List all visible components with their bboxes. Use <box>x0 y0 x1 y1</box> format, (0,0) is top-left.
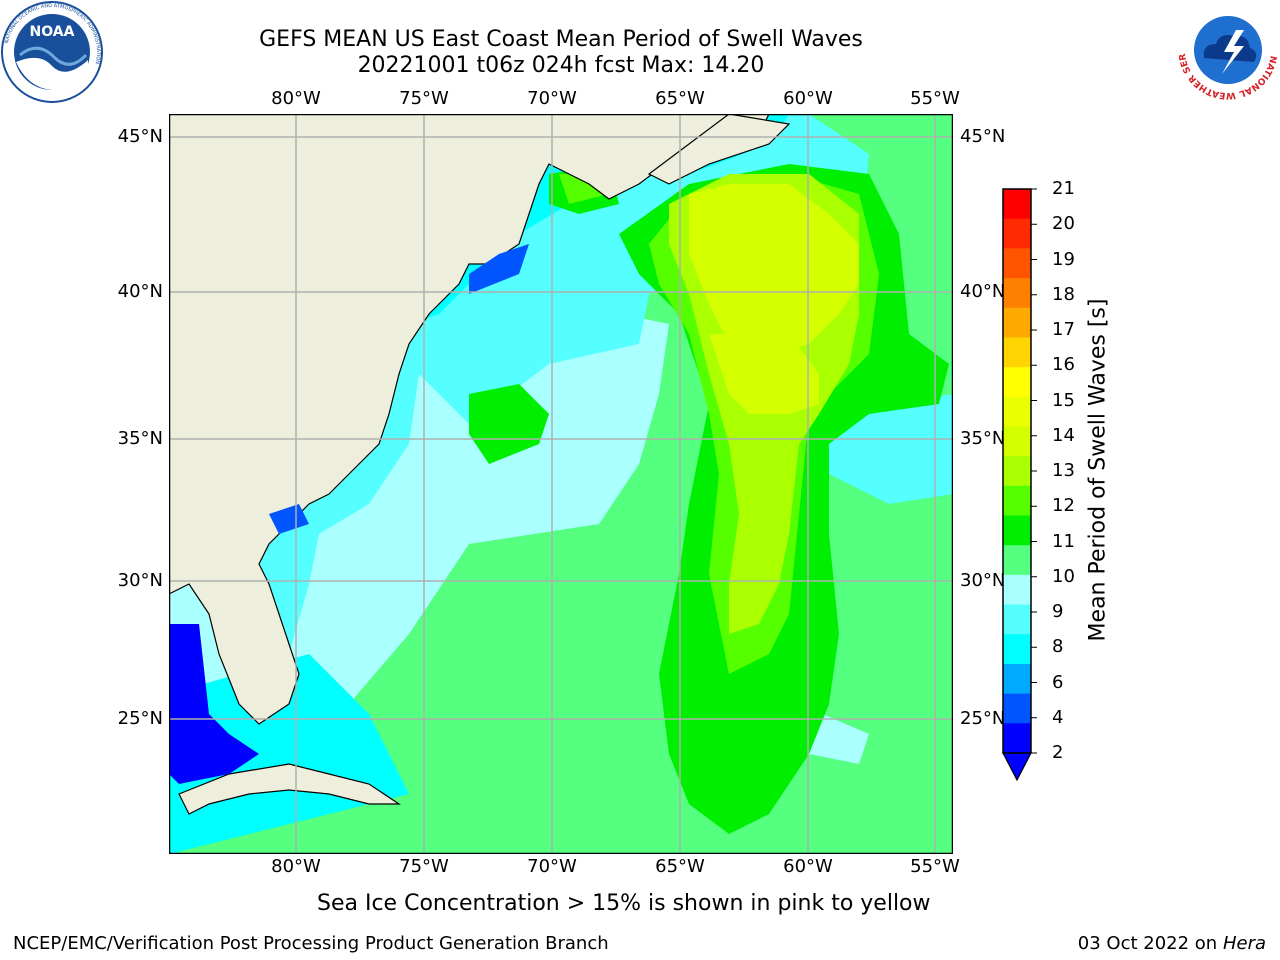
colorbar-cell <box>1003 545 1031 576</box>
land-cuba <box>178 763 401 815</box>
map-frame <box>169 114 953 854</box>
colorbar-tick-label: 2 <box>1052 742 1064 763</box>
lon-label-bottom: 80°W <box>271 856 321 877</box>
colorbar-tick-label: 10 <box>1052 565 1075 587</box>
lon-label-bottom: 65°W <box>655 856 705 877</box>
colorbar-tick-label: 8 <box>1052 636 1064 658</box>
land-nova-scotia <box>647 114 791 185</box>
colorbar-cell <box>1003 574 1031 606</box>
colorbar-cell <box>1003 485 1031 517</box>
colorbar-cell <box>1003 278 1031 309</box>
colorbar-cell <box>1003 367 1031 398</box>
swell-band-2-4-chesapeake <box>469 244 529 294</box>
lon-label-top: 70°W <box>527 88 577 109</box>
lat-label-right: 35°N <box>960 428 1006 449</box>
lon-label-top: 80°W <box>271 88 321 109</box>
chart-title: GEFS MEAN US East Coast Mean Period of S… <box>259 27 863 52</box>
graticule <box>169 114 953 854</box>
lon-label-bottom: 70°W <box>527 856 577 877</box>
colorbar-cell <box>1003 604 1031 635</box>
swell-band-13-14-south <box>709 334 819 414</box>
swell-band-13-14 <box>689 184 859 354</box>
lat-label-right: 30°N <box>960 570 1006 591</box>
footer-date-text: 03 Oct 2022 on <box>1077 933 1218 954</box>
colorbar-extend-arrow <box>1002 752 1032 782</box>
colorbar-cell <box>1003 634 1031 665</box>
colorbar-label: Mean Period of Swell Waves [s] <box>1085 298 1111 642</box>
footer-note: Sea Ice Concentration > 15% is shown in … <box>317 891 931 916</box>
footer-branch: NCEP/EMC/Verification Post Processing Pr… <box>13 933 609 954</box>
colorbar-tick-label: 14 <box>1052 424 1075 446</box>
colorbar-tick-label: 21 <box>1052 178 1075 199</box>
colorbar-cell <box>1003 307 1031 338</box>
colorbar-tick-label: 18 <box>1052 283 1075 305</box>
lon-label-bottom: 60°W <box>783 856 833 877</box>
colorbar-cell <box>1003 693 1031 724</box>
colorbar-tick-label: 20 <box>1052 213 1075 235</box>
lat-label-left: 40°N <box>117 281 163 302</box>
lon-label-top: 60°W <box>783 88 833 109</box>
colorbar-cell <box>1003 337 1031 368</box>
lat-label-right: 25°N <box>960 708 1006 729</box>
noaa-logo-text: NOAA <box>30 24 75 40</box>
lat-label-left: 25°N <box>117 708 163 729</box>
lat-label-right: 40°N <box>960 281 1006 302</box>
colorbar-cell <box>1003 456 1031 487</box>
swell-band-2-4-gulf <box>169 624 259 784</box>
land-us-east-coast <box>169 114 770 725</box>
colorbar-cell <box>1003 396 1031 427</box>
lon-label-top: 55°W <box>910 88 960 109</box>
colorbar-tick-label: 4 <box>1052 706 1064 728</box>
swell-band-6-8-east <box>829 394 953 504</box>
lon-label-bottom: 75°W <box>399 856 449 877</box>
colorbar-tick-label: 17 <box>1052 319 1075 340</box>
colorbar-tick-label: 13 <box>1052 460 1075 481</box>
colorbar-cell <box>1003 663 1031 695</box>
lon-label-top: 75°W <box>399 88 449 109</box>
chart-subtitle: 20221001 t06z 024h fcst Max: 14.20 <box>357 53 765 78</box>
colorbar-tick-label: 16 <box>1052 354 1075 376</box>
lon-label-bottom: 55°W <box>910 856 960 877</box>
lon-label-top: 65°W <box>655 88 705 109</box>
swell-band-4-6-south <box>169 654 409 854</box>
swell-band-2-4-georgia <box>269 504 309 534</box>
swell-band-10-11-island <box>469 384 549 464</box>
colorbar-cell <box>1003 189 1031 220</box>
footer-host: Hera <box>1222 933 1266 954</box>
swell-period-map <box>169 114 953 854</box>
colorbar-cell <box>1003 248 1031 279</box>
colorbar-tick-label: 6 <box>1052 671 1064 693</box>
lat-label-left: 30°N <box>117 570 163 591</box>
colorbar-cell <box>1003 426 1031 457</box>
footer-date: 03 Oct 2022 on Hera <box>1078 933 1266 954</box>
nws-logo: NATIONAL WEATHER SERVICE <box>1178 0 1278 100</box>
lat-label-left: 45°N <box>117 126 163 147</box>
colorbar-cell <box>1003 723 1031 754</box>
colorbar-tick-label: 9 <box>1052 601 1064 622</box>
colorbar-cell <box>1003 218 1031 249</box>
colorbar-tick-label: 19 <box>1052 248 1075 270</box>
lat-label-right: 45°N <box>960 126 1006 147</box>
noaa-logo: NOAA NATIONAL OCEANIC AND ATMOSPHERIC AD… <box>1 1 103 103</box>
colorbar <box>1002 188 1037 782</box>
colorbar-tick-label: 11 <box>1052 530 1075 552</box>
colorbar-tick-label: 12 <box>1052 495 1075 517</box>
lat-label-left: 35°N <box>117 428 163 449</box>
colorbar-cell <box>1003 515 1031 546</box>
colorbar-tick-label: 15 <box>1052 389 1075 411</box>
